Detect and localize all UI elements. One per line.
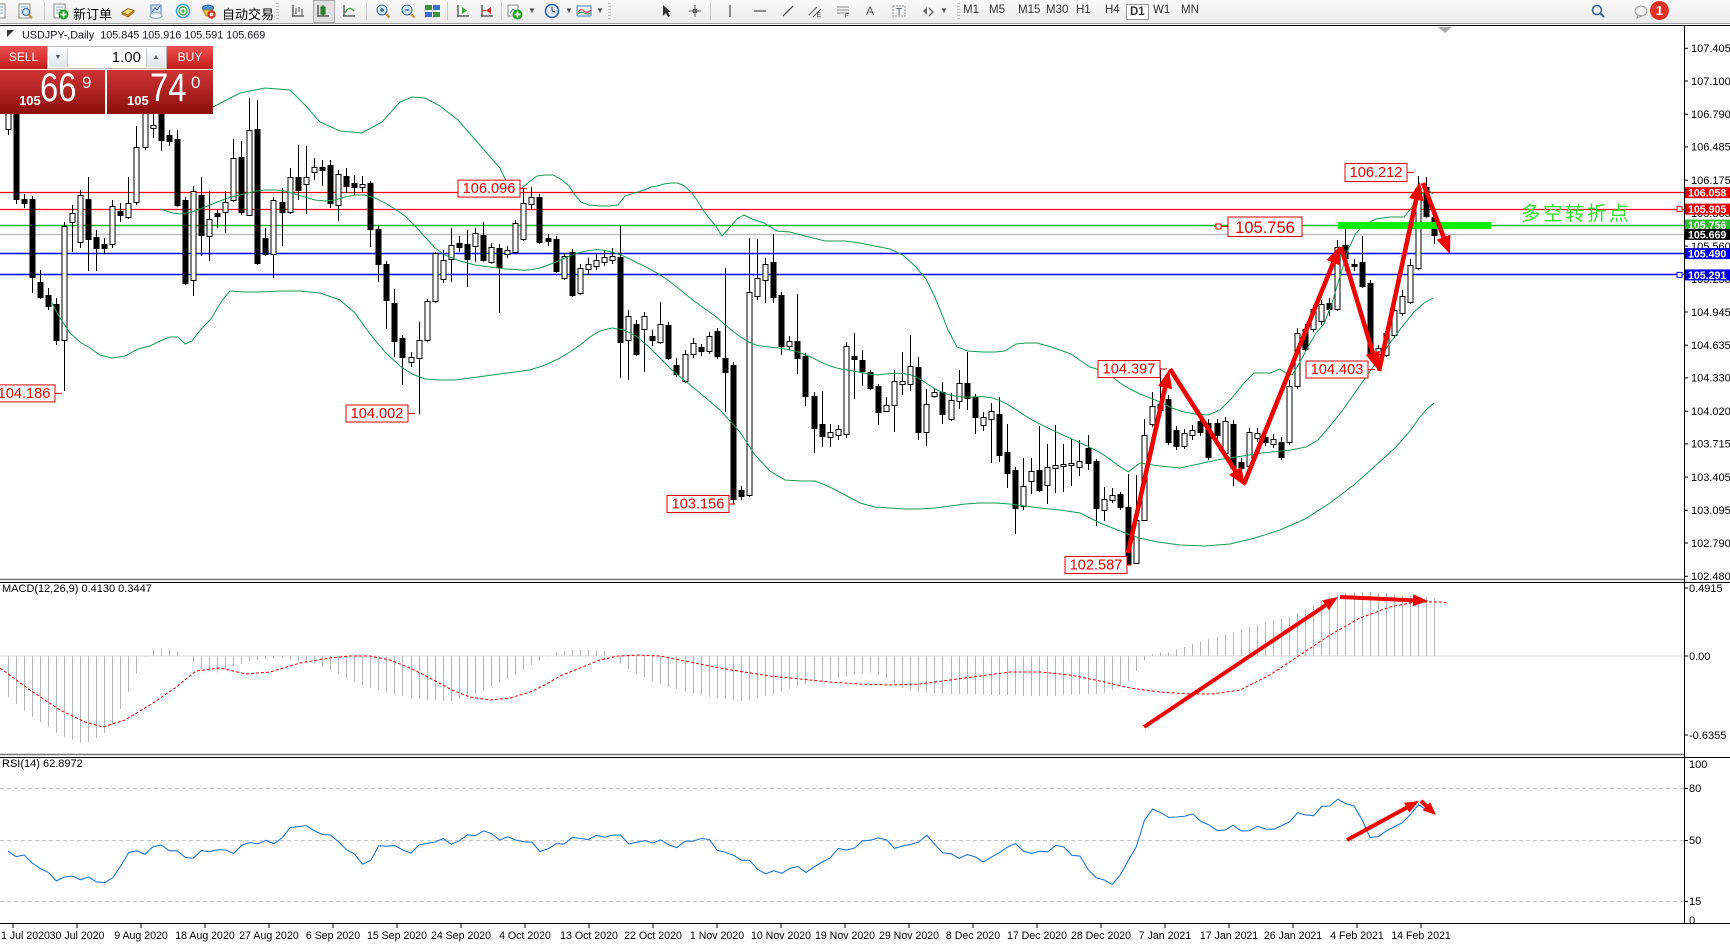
svg-text:105.291: 105.291 <box>1688 270 1726 282</box>
svg-text:10 Nov 2020: 10 Nov 2020 <box>751 930 811 942</box>
svg-text:103.095: 103.095 <box>1691 505 1730 517</box>
svg-text:E: E <box>817 13 821 19</box>
svg-text:6 Sep 2020: 6 Sep 2020 <box>306 930 360 942</box>
svg-text:104.002: 104.002 <box>351 406 404 422</box>
svg-text:USDJPY-,Daily 105.845 105.916: USDJPY-,Daily 105.845 105.916 105.591 10… <box>22 30 265 42</box>
svg-text:104.403: 104.403 <box>1311 362 1364 378</box>
svg-text:105.490: 105.490 <box>1688 249 1726 261</box>
svg-text:103.156: 103.156 <box>672 497 725 513</box>
svg-text:106.485: 106.485 <box>1691 142 1730 154</box>
svg-text:27 Aug 2020: 27 Aug 2020 <box>239 930 299 942</box>
svg-text:17 Dec 2020: 17 Dec 2020 <box>1007 930 1067 942</box>
svg-text:4 Oct 2020: 4 Oct 2020 <box>499 930 551 942</box>
svg-text:30 Jul 2020: 30 Jul 2020 <box>50 930 105 942</box>
svg-text:7 Jan 2021: 7 Jan 2021 <box>1139 930 1192 942</box>
svg-text:4 Feb 2021: 4 Feb 2021 <box>1330 930 1384 942</box>
svg-text:1 Nov 2020: 1 Nov 2020 <box>690 930 744 942</box>
svg-text:103.405: 103.405 <box>1691 472 1730 484</box>
svg-text:105.756: 105.756 <box>1235 219 1295 237</box>
svg-text:106.096: 106.096 <box>463 181 516 197</box>
svg-text:107.100: 107.100 <box>1691 76 1730 88</box>
svg-text:T: T <box>896 7 902 18</box>
svg-text:29 Nov 2020: 29 Nov 2020 <box>879 930 939 942</box>
svg-text:MACD(12,26,9) 0.4130 0.3447: MACD(12,26,9) 0.4130 0.3447 <box>2 583 152 595</box>
svg-text:103.715: 103.715 <box>1691 439 1730 451</box>
svg-text:106.175: 106.175 <box>1691 175 1730 187</box>
svg-text:14 Feb 2021: 14 Feb 2021 <box>1391 930 1451 942</box>
svg-text:F: F <box>845 14 849 20</box>
svg-text:104.020: 104.020 <box>1691 406 1730 418</box>
svg-text:104.330: 104.330 <box>1691 373 1730 385</box>
svg-text:106.212: 106.212 <box>1350 165 1403 181</box>
svg-text:-0.6355: -0.6355 <box>1689 730 1726 742</box>
svg-text:8 Dec 2020: 8 Dec 2020 <box>946 930 1000 942</box>
svg-text:22 Oct 2020: 22 Oct 2020 <box>624 930 682 942</box>
svg-text:106.058: 106.058 <box>1688 188 1726 200</box>
svg-text:107.405: 107.405 <box>1691 43 1730 55</box>
svg-text:15: 15 <box>1689 896 1701 908</box>
svg-text:105.905: 105.905 <box>1688 204 1726 216</box>
svg-text:13 Oct 2020: 13 Oct 2020 <box>560 930 618 942</box>
svg-text:106.790: 106.790 <box>1691 109 1730 121</box>
svg-text:0.4915: 0.4915 <box>1689 583 1723 595</box>
svg-text:26 Jan 2021: 26 Jan 2021 <box>1264 930 1322 942</box>
svg-text:28 Dec 2020: 28 Dec 2020 <box>1071 930 1131 942</box>
svg-text:17 Jan 2021: 17 Jan 2021 <box>1200 930 1258 942</box>
svg-text:9 Aug 2020: 9 Aug 2020 <box>114 930 168 942</box>
svg-text:50: 50 <box>1689 835 1701 847</box>
svg-text:100: 100 <box>1689 759 1707 771</box>
svg-text:多空转折点: 多空转折点 <box>1521 203 1631 225</box>
svg-text:15 Sep 2020: 15 Sep 2020 <box>367 930 427 942</box>
svg-text:0.00: 0.00 <box>1689 651 1710 663</box>
svg-text:80: 80 <box>1689 783 1701 795</box>
svg-text:104.635: 104.635 <box>1691 340 1730 352</box>
svg-text:0: 0 <box>1689 915 1695 927</box>
svg-text:19 Nov 2020: 19 Nov 2020 <box>815 930 875 942</box>
svg-text:102.587: 102.587 <box>1070 558 1123 574</box>
svg-text:102.790: 102.790 <box>1691 538 1730 550</box>
svg-text:104.186: 104.186 <box>0 386 50 402</box>
svg-text:104.397: 104.397 <box>1103 362 1156 378</box>
svg-text:A: A <box>866 4 874 18</box>
svg-text:1 Jul 2020: 1 Jul 2020 <box>1 930 50 942</box>
svg-text:18 Aug 2020: 18 Aug 2020 <box>175 930 235 942</box>
svg-text:105.669: 105.669 <box>1688 229 1726 241</box>
svg-text:102.480: 102.480 <box>1691 571 1730 583</box>
svg-text:24 Sep 2020: 24 Sep 2020 <box>431 930 491 942</box>
svg-text:RSI(14) 62.8972: RSI(14) 62.8972 <box>2 758 83 770</box>
svg-text:104.945: 104.945 <box>1691 307 1730 319</box>
